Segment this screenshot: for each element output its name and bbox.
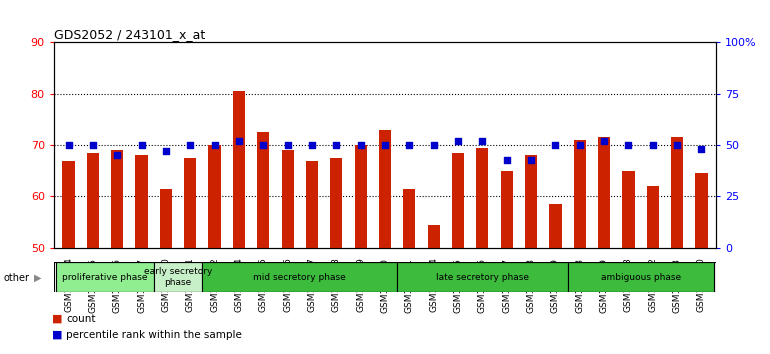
Text: GDS2052 / 243101_x_at: GDS2052 / 243101_x_at: [54, 28, 205, 41]
Bar: [233, 91, 245, 248]
Bar: [671, 137, 683, 248]
Text: mid secretory phase: mid secretory phase: [253, 273, 346, 281]
Bar: [136, 155, 148, 248]
Point: [379, 142, 391, 148]
Bar: [549, 204, 561, 248]
Point: [111, 153, 123, 158]
Bar: [379, 130, 391, 248]
Point: [354, 142, 367, 148]
Bar: [56, 262, 154, 292]
Bar: [111, 150, 123, 248]
Text: percentile rank within the sample: percentile rank within the sample: [66, 330, 242, 339]
Point: [671, 142, 683, 148]
Bar: [622, 171, 634, 248]
Text: ■: ■: [52, 330, 63, 339]
Bar: [354, 145, 367, 248]
Point: [427, 142, 440, 148]
Bar: [209, 145, 221, 248]
Bar: [184, 158, 196, 248]
Bar: [154, 262, 203, 292]
Bar: [500, 171, 513, 248]
Point: [306, 142, 318, 148]
Point: [525, 157, 537, 162]
Bar: [203, 262, 397, 292]
Point: [62, 142, 75, 148]
Point: [598, 138, 611, 144]
Point: [574, 142, 586, 148]
Text: late secretory phase: late secretory phase: [436, 273, 529, 281]
Bar: [403, 189, 416, 248]
Point: [647, 142, 659, 148]
Point: [549, 142, 561, 148]
Bar: [282, 150, 293, 248]
Text: other: other: [4, 273, 30, 283]
Point: [136, 142, 148, 148]
Bar: [397, 262, 567, 292]
Bar: [87, 153, 99, 248]
Text: ▶: ▶: [34, 273, 42, 283]
Point: [500, 157, 513, 162]
Bar: [567, 262, 714, 292]
Point: [622, 142, 634, 148]
Point: [233, 138, 245, 144]
Bar: [330, 158, 343, 248]
Bar: [160, 189, 172, 248]
Point: [476, 138, 488, 144]
Point: [452, 138, 464, 144]
Point: [87, 142, 99, 148]
Text: ambiguous phase: ambiguous phase: [601, 273, 681, 281]
Bar: [525, 155, 537, 248]
Bar: [306, 161, 318, 248]
Point: [159, 148, 172, 154]
Bar: [598, 137, 610, 248]
Bar: [647, 186, 659, 248]
Bar: [257, 132, 270, 248]
Bar: [452, 153, 464, 248]
Bar: [427, 225, 440, 248]
Text: ■: ■: [52, 314, 63, 324]
Text: count: count: [66, 314, 95, 324]
Point: [282, 142, 294, 148]
Point: [209, 142, 221, 148]
Bar: [477, 148, 488, 248]
Bar: [62, 161, 75, 248]
Bar: [695, 173, 708, 248]
Point: [184, 142, 196, 148]
Text: proliferative phase: proliferative phase: [62, 273, 148, 281]
Bar: [574, 140, 586, 248]
Point: [330, 142, 343, 148]
Text: early secretory
phase: early secretory phase: [144, 267, 213, 287]
Point: [695, 147, 708, 152]
Point: [403, 142, 416, 148]
Point: [257, 142, 270, 148]
